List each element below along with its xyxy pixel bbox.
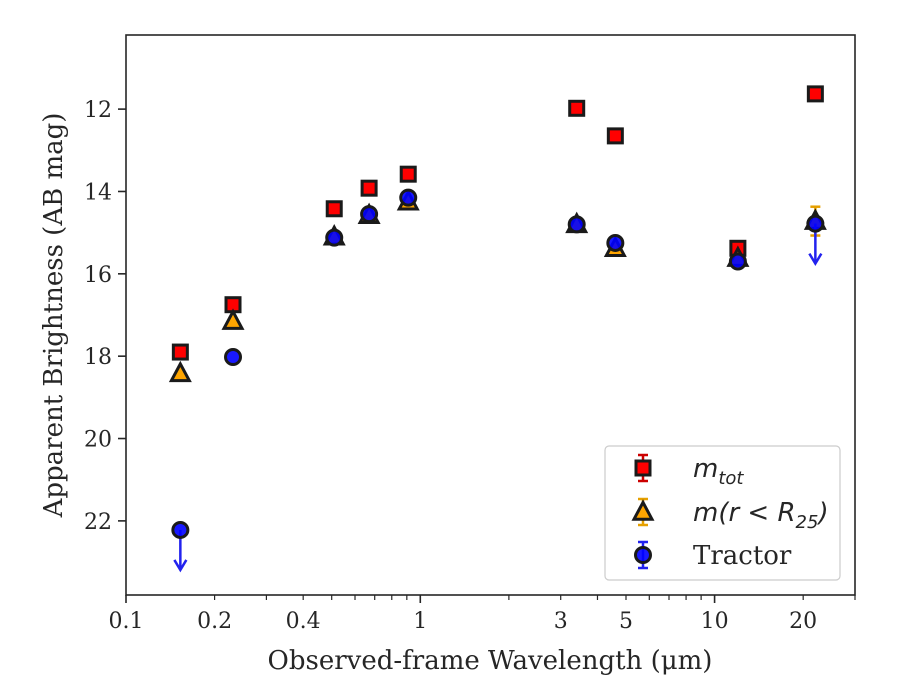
data-point xyxy=(399,165,417,183)
y-tick-label: 12 xyxy=(84,98,112,123)
data-point xyxy=(568,99,586,117)
data-point xyxy=(224,348,243,366)
y-axis-label: Apparent Brightness (AB mag) xyxy=(39,113,69,519)
x-tick-label: 20 xyxy=(789,609,817,634)
legend-box xyxy=(604,445,841,581)
legend-label: mtot xyxy=(693,454,744,489)
data-point xyxy=(325,228,344,247)
data-point xyxy=(360,179,378,197)
x-tick-label: 5 xyxy=(619,609,633,634)
legend-marker xyxy=(634,546,652,564)
data-point xyxy=(168,360,192,383)
data-point xyxy=(567,215,586,234)
y-tick-label: 14 xyxy=(84,180,112,205)
data-point xyxy=(806,214,825,233)
data-point xyxy=(171,343,189,361)
series-tractor xyxy=(171,188,825,573)
data-points-layer xyxy=(168,85,827,573)
data-point xyxy=(728,252,747,271)
legend-label: m(r < R25) xyxy=(693,498,829,533)
upper-limit-arrow-head xyxy=(173,559,188,573)
data-point xyxy=(325,200,343,218)
data-point xyxy=(221,308,245,330)
upper-limit-arrow-head xyxy=(808,252,823,267)
data-point xyxy=(360,205,379,224)
legend-marker xyxy=(634,459,652,477)
x-tick-label: 1 xyxy=(413,609,427,634)
y-tick-label: 20 xyxy=(84,428,112,453)
data-point xyxy=(806,85,824,103)
x-tick-label: 0.1 xyxy=(109,609,144,634)
x-axis-label: Observed-frame Wavelength (μm) xyxy=(268,646,713,676)
y-tick-label: 18 xyxy=(84,345,112,370)
series-mtot xyxy=(171,85,824,361)
legend-label: Tractor xyxy=(693,541,792,571)
data-point xyxy=(606,233,625,252)
legend-marker xyxy=(631,499,655,521)
legend: mtot m(r < R25) Tractor xyxy=(604,445,841,581)
series-mr25 xyxy=(168,188,827,383)
y-tick-label: 16 xyxy=(84,263,112,288)
x-tick-label: 3 xyxy=(554,609,568,634)
plot-frame xyxy=(125,34,856,596)
x-tick-label: 10 xyxy=(701,609,729,634)
data-point xyxy=(171,520,190,539)
data-point xyxy=(399,188,418,207)
data-point xyxy=(606,127,624,145)
x-tick-label: 0.2 xyxy=(197,609,232,634)
axis-ticks-layer: 0.1 0.2 0.4 1 3 5 10 20 12 14 16 18 20 22 xyxy=(84,98,856,634)
x-tick-label: 0.4 xyxy=(286,609,321,634)
y-tick-label: 22 xyxy=(84,510,112,535)
